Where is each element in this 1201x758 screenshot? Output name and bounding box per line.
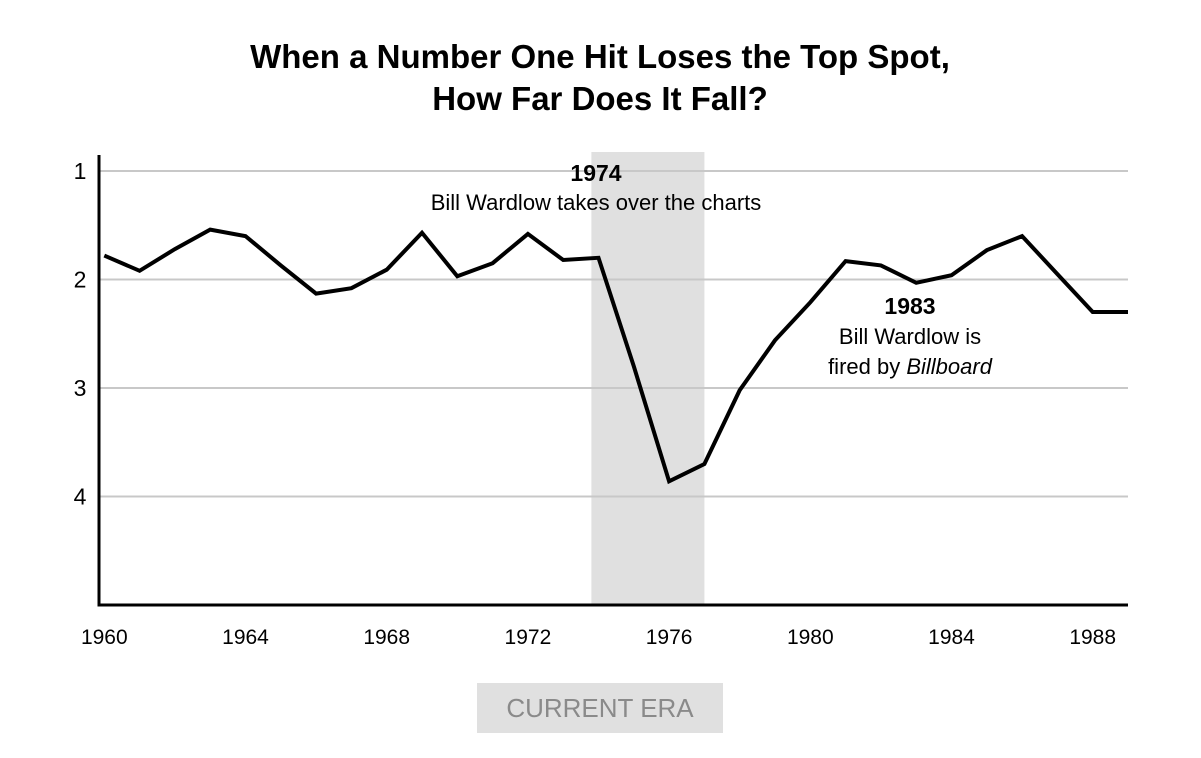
y-tick-label-3: 3 xyxy=(74,375,87,401)
annotation-1983-year: 1983 xyxy=(884,293,935,319)
y-tick-label-1: 1 xyxy=(74,158,87,184)
chart-title-line-2: How Far Does It Fall? xyxy=(432,80,768,117)
x-tick-label-1980: 1980 xyxy=(787,626,834,649)
chart-title-line-1: When a Number One Hit Loses the Top Spot… xyxy=(250,38,950,75)
annotation-1983-text-line-1: Bill Wardlow is xyxy=(839,324,981,349)
series-line-0 xyxy=(103,227,1128,485)
x-tick-label-1976: 1976 xyxy=(646,626,693,649)
x-tick-label-1960: 1960 xyxy=(81,626,128,649)
x-axis-ticks: 1960 1964 1968 1972 1976 1980 1984 1988 xyxy=(81,626,1116,649)
annotation-1983-text-italic: Billboard xyxy=(906,354,992,379)
series xyxy=(103,227,1128,485)
annotation-1983-text-line-2: fired by Billboard xyxy=(828,354,993,379)
current-era-band xyxy=(591,152,705,605)
annotation-1974-text: Bill Wardlow takes over the charts xyxy=(431,190,762,215)
legend-label-current-era: CURRENT ERA xyxy=(506,693,694,723)
annotation-1974-year: 1974 xyxy=(570,160,621,186)
annotation-1974: 1974 Bill Wardlow takes over the charts xyxy=(431,160,762,215)
x-tick-label-1984: 1984 xyxy=(928,626,975,649)
x-tick-label-1988: 1988 xyxy=(1069,626,1116,649)
x-tick-label-1964: 1964 xyxy=(222,626,269,649)
annotation-1983: 1983 Bill Wardlow is fired by Billboard xyxy=(828,293,993,379)
annotation-1983-text-plain: fired by xyxy=(828,354,906,379)
gridlines xyxy=(99,170,1128,498)
y-tick-label-4: 4 xyxy=(74,484,87,510)
legend: CURRENT ERA xyxy=(477,683,723,733)
y-axis-ticks: 1 2 3 4 xyxy=(74,158,87,510)
y-tick-label-2: 2 xyxy=(74,267,87,293)
x-tick-label-1972: 1972 xyxy=(505,626,552,649)
legend-swatch-current-era xyxy=(477,683,723,733)
x-tick-label-1968: 1968 xyxy=(363,626,410,649)
